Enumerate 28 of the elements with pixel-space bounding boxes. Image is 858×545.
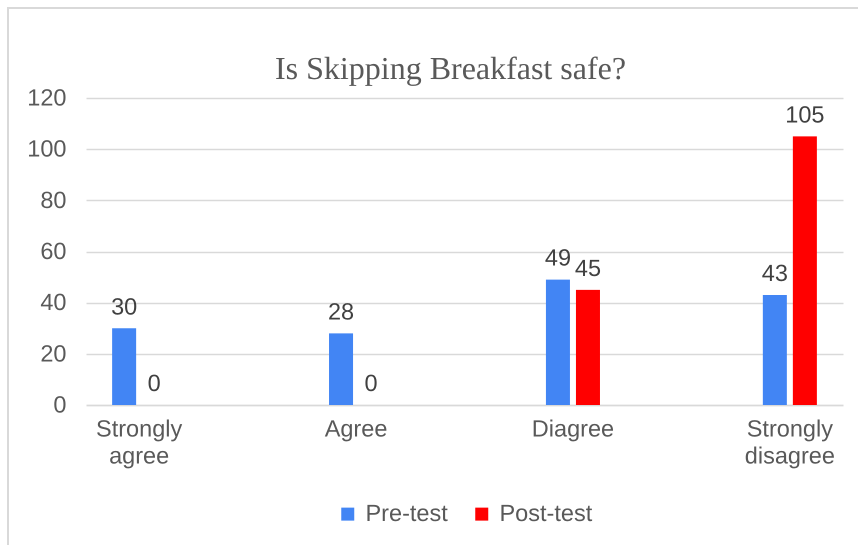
data-label: 30 [111,293,138,320]
data-label: 43 [762,260,788,286]
data-label: 45 [574,254,602,281]
bar [792,136,817,405]
legend-label: Pre-test [366,500,448,526]
bar [112,328,136,405]
x-tick-label: Diagree [532,416,614,442]
data-label: 105 [785,101,824,128]
x-tick-label: Agree [324,416,388,442]
data-label: 28 [328,298,354,324]
y-tick-label: 20 [40,340,66,366]
y-tick-label: 100 [27,136,66,162]
bar [762,294,787,405]
y-tick-label: 60 [40,238,66,264]
chart-title: Is Skipping Breakfast safe? [274,50,626,86]
y-tick-label: 0 [53,392,66,418]
y-tick-label: 40 [40,289,66,316]
y-tick-label: 80 [40,186,66,213]
data-label: 0 [364,370,378,396]
data-label: 0 [148,370,161,396]
bar [329,333,354,405]
bar [576,290,600,405]
y-tick-label: 120 [27,84,66,110]
data-label: 49 [544,244,572,271]
x-tick-label: Strongly disagree [744,416,835,468]
bar [546,280,570,405]
legend-label: Post-test [500,500,593,526]
x-tick-label: Strongly agree [96,416,182,468]
